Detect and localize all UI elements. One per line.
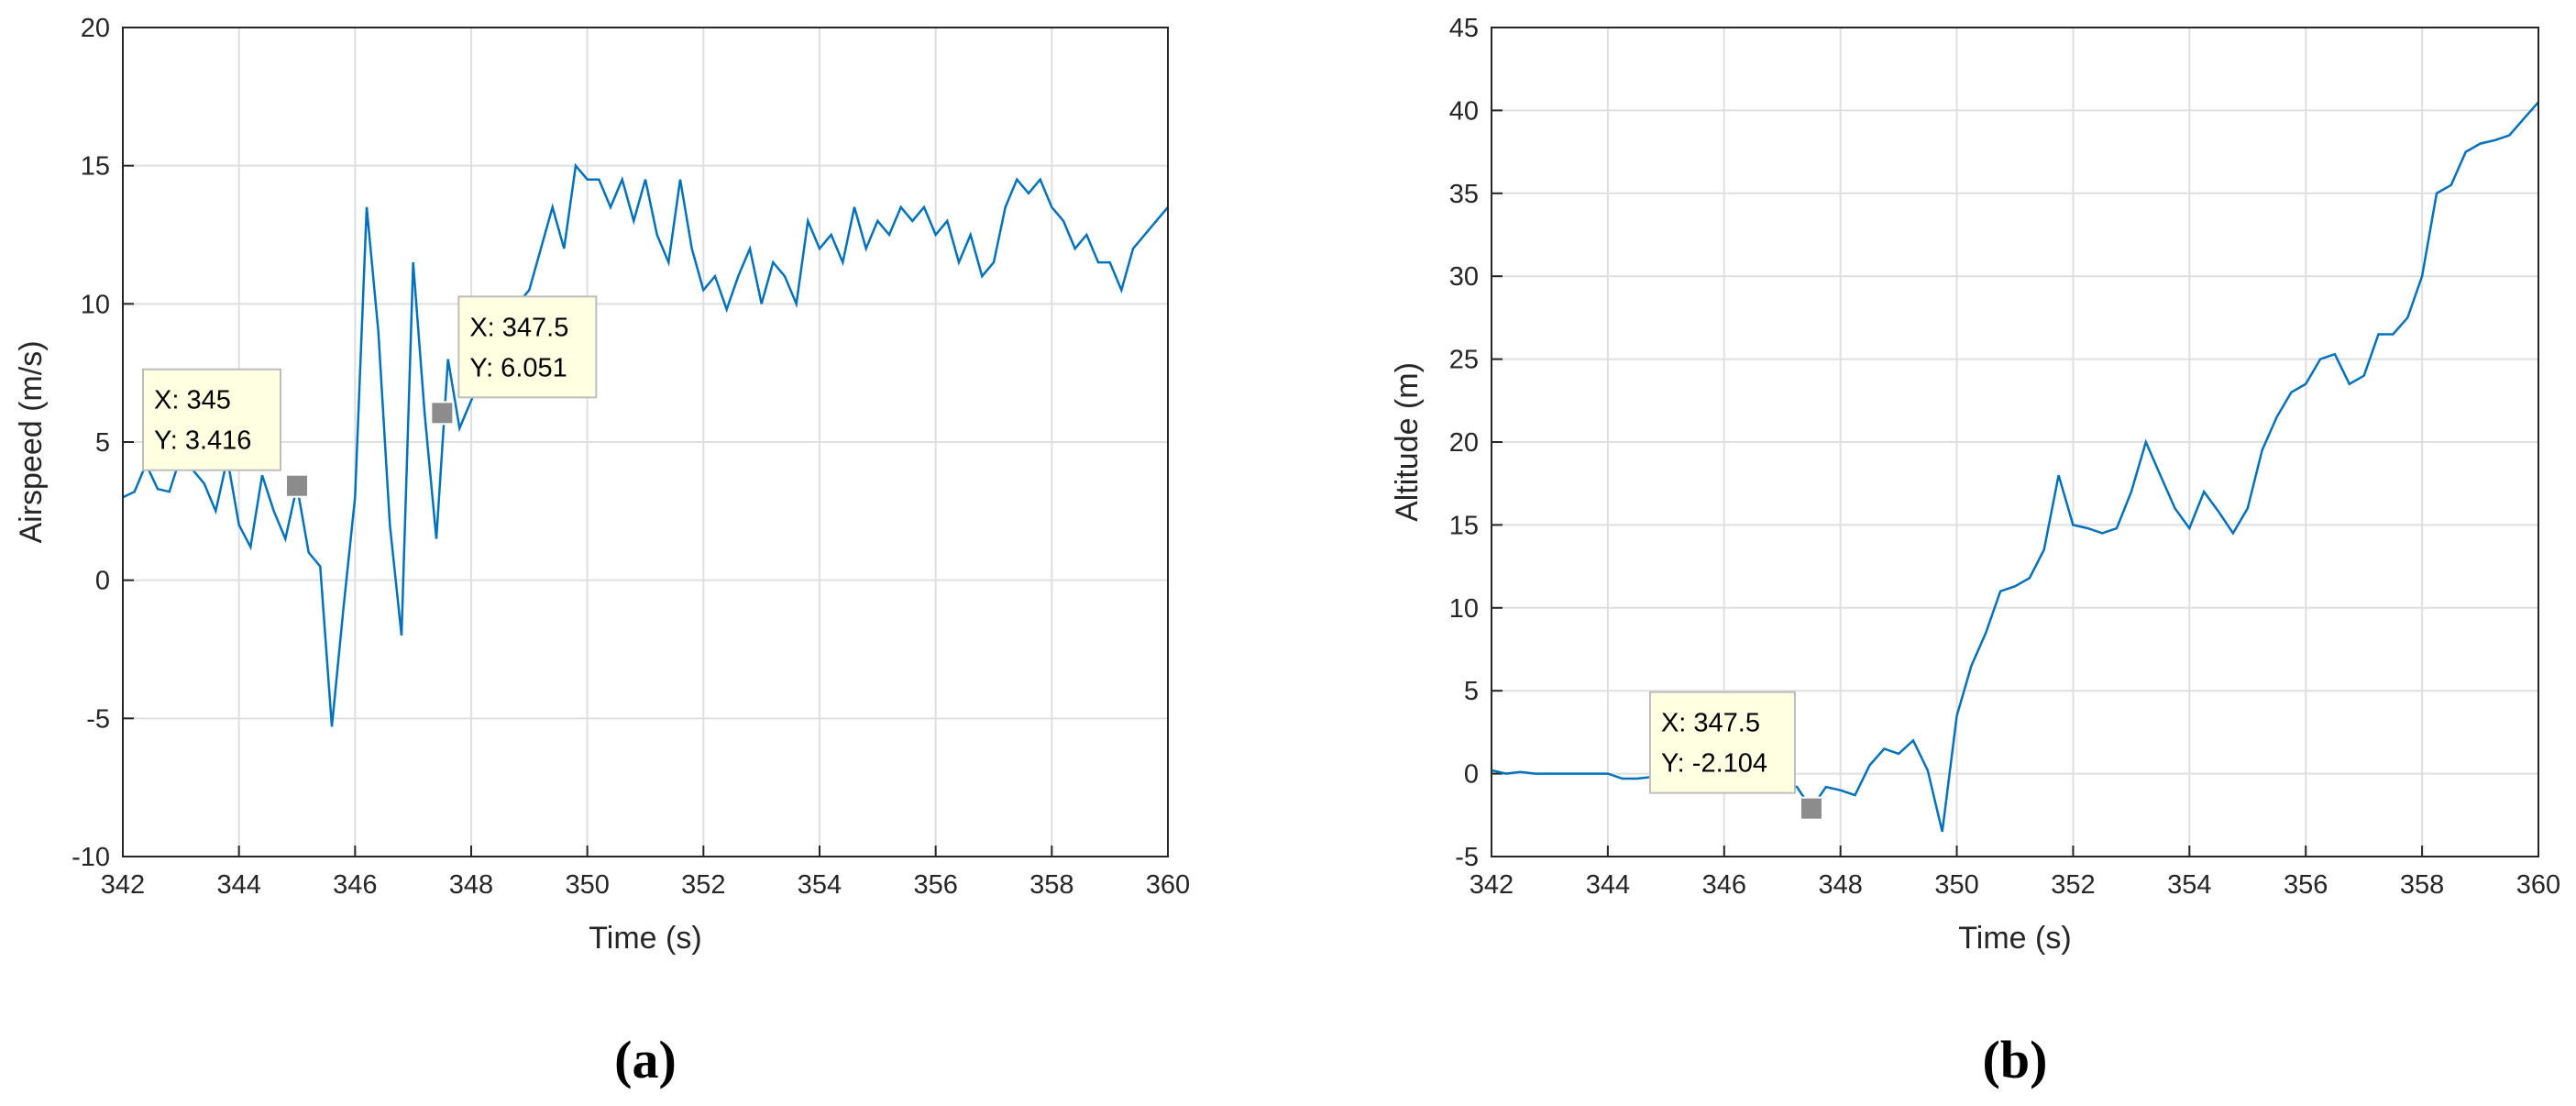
x-tick-label: 346 [1702, 870, 1746, 900]
x-tick-label: 358 [2400, 870, 2444, 900]
x-tick-label: 354 [2167, 870, 2211, 900]
data-tip-box [142, 368, 281, 471]
data-tip-text: Y: 3.416 [154, 426, 251, 456]
y-tick-label: 20 [1449, 428, 1479, 458]
data-tip-text: X: 347.5 [469, 313, 568, 342]
data-tip-marker [430, 401, 455, 426]
x-tick-label: 350 [1934, 870, 1978, 900]
y-tick-label: -10 [72, 843, 110, 872]
x-axis-label: Time (s) [589, 921, 701, 956]
x-tick-label: 348 [449, 870, 493, 900]
y-tick-label: 10 [81, 290, 110, 319]
caption: (a) [614, 1030, 677, 1089]
data-tip-marker [1799, 796, 1823, 821]
data-tip: X: 347.5 Y: 6.051 [430, 295, 598, 426]
y-tick-label: -5 [86, 704, 110, 734]
y-tick-label: 10 [1449, 594, 1479, 624]
data-tip-box [457, 295, 598, 399]
x-tick-label: 356 [913, 870, 957, 900]
caption: (b) [1983, 1030, 2048, 1089]
y-axis-label: Altitude (m) [1390, 362, 1425, 522]
y-tick-label: 45 [1449, 14, 1479, 43]
x-tick-label: 344 [216, 870, 260, 900]
x-tick-label: 360 [1146, 870, 1190, 900]
y-tick-label: 15 [1449, 511, 1479, 540]
y-tick-label: 40 [1449, 96, 1479, 126]
x-tick-label: 342 [1470, 870, 1514, 900]
x-tick-label: 352 [681, 870, 725, 900]
data-tip-text: X: 347.5 [1661, 709, 1760, 738]
y-tick-label: 5 [1464, 677, 1479, 706]
data-tip-text: Y: -2.104 [1661, 749, 1767, 779]
x-tick-label: 346 [333, 870, 377, 900]
y-tick-label: 35 [1449, 180, 1479, 209]
axes-box [1491, 27, 2539, 857]
x-tick-label: 360 [2516, 870, 2560, 900]
x-tick-label: 348 [1818, 870, 1862, 900]
chart: 342 344 346 348 350 352 354 356 358 360 -5 0 5 10 15 20… [1390, 14, 2560, 1089]
y-tick-label: 20 [81, 14, 110, 43]
x-tick-label: 344 [1586, 870, 1630, 900]
data-tip: X: 347.5 Y: -2.104 [1648, 691, 1823, 821]
x-tick-label: 352 [2051, 870, 2095, 900]
axes-box [122, 27, 1169, 857]
y-tick-label: -5 [1455, 843, 1479, 872]
y-tick-label: 25 [1449, 346, 1479, 375]
x-axis-label: Time (s) [1958, 921, 2071, 956]
data-tip-text: X: 345 [154, 386, 231, 415]
y-tick-label: 0 [95, 567, 110, 596]
x-tick-label: 358 [1029, 870, 1073, 900]
y-tick-label: 0 [1464, 760, 1479, 790]
x-tick-label: 342 [101, 870, 145, 900]
y-tick-label: 5 [95, 428, 110, 458]
data-tip-text: Y: 6.051 [469, 353, 567, 382]
x-tick-label: 356 [2284, 870, 2328, 900]
data-tip: X: 345 Y: 3.416 [142, 368, 309, 498]
data-tip-marker [285, 473, 309, 498]
chart: 342 344 346 348 350 352 354 356 358 360 -10 -5 0 5 10 1… [14, 14, 1190, 1089]
x-tick-label: 354 [798, 870, 842, 900]
x-tick-label: 350 [565, 870, 609, 900]
y-tick-label: 15 [81, 152, 110, 182]
y-tick-label: 30 [1449, 262, 1479, 292]
y-axis-label: Airspeed (m/s) [14, 340, 49, 543]
data-tip-box [1648, 691, 1796, 794]
